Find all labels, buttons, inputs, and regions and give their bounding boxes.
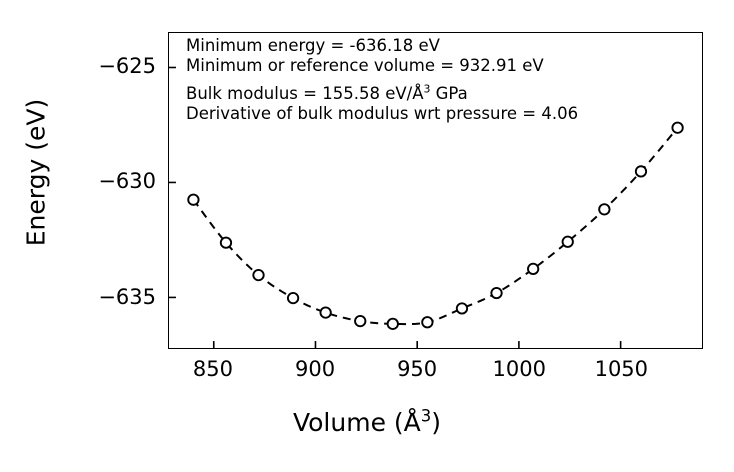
annotation-group-bulk-modulus: Bulk modulus = 155.58 eV/Å3 GPa Derivati… [186, 84, 578, 123]
x-axis-label-suffix: ) [431, 408, 442, 437]
data-point-marker [386, 317, 399, 330]
data-point-marker [671, 121, 684, 134]
annotation-bulk-modulus-derivative: Derivative of bulk modulus wrt pressure … [186, 103, 579, 123]
data-point-marker [455, 302, 469, 315]
data-point-marker [252, 269, 265, 282]
data-point-marker [187, 193, 200, 206]
x-tick-label: 900 [294, 357, 336, 381]
x-tick-label: 850 [192, 357, 233, 381]
plot-frame [168, 32, 703, 349]
x-axis-label: Volume (Å3) [0, 408, 734, 437]
axis-ticks [169, 66, 622, 348]
annotation-bulk-modulus: Bulk modulus = 155.58 eV/Å3 GPa [186, 84, 578, 104]
annotation-minimum-energy: Minimum energy = -636.18 eV [186, 36, 440, 55]
data-point-marker [219, 236, 233, 249]
x-tick-label: 950 [397, 357, 438, 381]
x-axis-label-exponent: 3 [420, 406, 432, 426]
annotation-bulk-modulus-exponent: 3 [423, 82, 431, 96]
eos-fit-line [192, 127, 679, 326]
annotation-group-energy-volume: Minimum energy = -636.18 eV Minimum or r… [186, 36, 578, 75]
annotation-minimum-volume: Minimum or reference volume = 932.91 eV [186, 55, 544, 75]
y-tick-label: −635 [98, 285, 156, 310]
data-point-marker [354, 314, 367, 328]
x-tick-label: 1050 [594, 357, 649, 381]
data-point-marker [421, 316, 434, 329]
x-tick-label: 1000 [492, 357, 546, 381]
annotation-bulk-modulus-suffix: GPa [430, 84, 468, 103]
data-point-marker [527, 262, 540, 276]
eos-parameters-annotation: Minimum energy = -636.18 eV Minimum or r… [186, 36, 578, 123]
y-tick-label: −630 [98, 169, 156, 194]
data-point-markers [187, 121, 684, 330]
x-axis-label-prefix: Volume (Å [292, 408, 421, 437]
data-point-marker [319, 306, 332, 319]
data-point-marker [598, 203, 611, 216]
data-point-marker [561, 235, 574, 248]
chart-canvas [169, 66, 684, 348]
annotation-bulk-modulus-prefix: Bulk modulus = 155.58 eV/Å [186, 84, 424, 103]
data-point-marker [490, 286, 503, 300]
data-point-marker [634, 165, 648, 178]
y-tick-label: −625 [98, 53, 156, 78]
data-point-marker [286, 291, 300, 305]
